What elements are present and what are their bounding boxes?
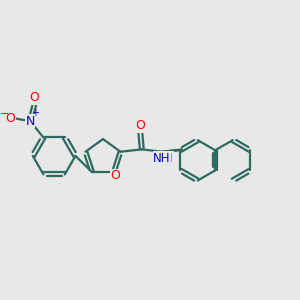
Text: O: O	[5, 112, 15, 125]
Text: O: O	[30, 91, 40, 104]
Text: −: −	[0, 109, 10, 119]
Text: NH: NH	[156, 152, 173, 165]
Text: N: N	[26, 115, 35, 128]
Text: O: O	[110, 169, 120, 182]
Text: +: +	[31, 108, 39, 118]
Text: O: O	[135, 119, 145, 132]
Text: NH: NH	[153, 152, 171, 165]
